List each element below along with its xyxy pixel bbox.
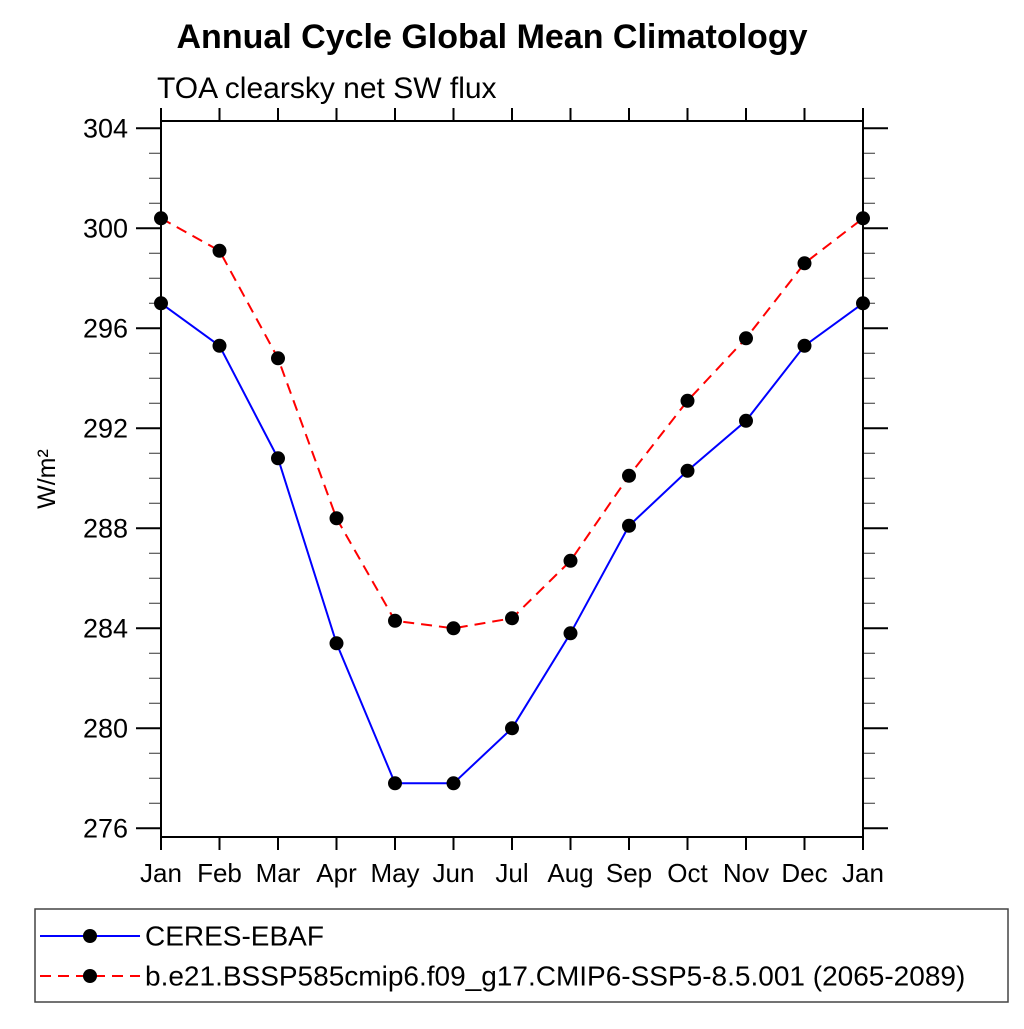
data-point: [212, 338, 227, 353]
data-point: [797, 338, 812, 353]
x-tick-label: Dec: [781, 858, 827, 888]
x-tick-label: May: [370, 858, 419, 888]
plot-frame: [160, 120, 864, 838]
x-axis-ticks: Jan Feb Mar Apr May Jun Jul Aug Sep Oct Nov Dec Jan: [140, 108, 884, 888]
x-tick-label: Aug: [547, 858, 593, 888]
x-tick-label: Jan: [842, 858, 884, 888]
data-point: [622, 518, 636, 533]
series-line-1: [160, 217, 864, 630]
data-point: [446, 621, 461, 636]
data-point: [797, 256, 812, 271]
data-point: [505, 611, 519, 626]
data-point: [680, 393, 695, 408]
y-tick-label: 292: [83, 413, 128, 443]
y-tick-label: 304: [83, 113, 128, 143]
y-axis-label: W/m²: [33, 449, 61, 509]
series-line-0: [160, 302, 864, 785]
data-point: [154, 211, 168, 226]
legend-item: b.e21.BSSP585cmip6.f09_g17.CMIP6-SSP5-8.…: [40, 961, 965, 992]
y-tick-label: 300: [83, 213, 128, 243]
data-point: [446, 776, 461, 791]
x-tick-label: Sep: [606, 858, 652, 888]
y-tick-label: 276: [83, 813, 128, 843]
chart-legend: CERES-EBAF b.e21.BSSP585cmip6.f09_g17.CMI…: [34, 908, 1009, 1003]
y-tick-label: 296: [83, 313, 128, 343]
chart-title: Annual Cycle Global Mean Climatology: [177, 18, 808, 56]
data-point: [563, 626, 578, 641]
x-tick-label: Jun: [433, 858, 475, 888]
data-point: [856, 211, 870, 226]
data-point: [856, 296, 870, 311]
x-tick-label: Apr: [316, 858, 357, 888]
y-tick-label: 284: [83, 613, 128, 643]
data-point: [271, 351, 285, 366]
legend-box: [34, 908, 1009, 1003]
legend-item: CERES-EBAF: [40, 921, 324, 952]
data-point: [622, 468, 636, 483]
y-tick-label: 280: [83, 713, 128, 743]
data-point: [680, 463, 695, 478]
chart-subtitle: TOA clearsky net SW flux: [157, 72, 497, 105]
y-axis-ticks: 276 280 284 288 292 296 300 304: [83, 113, 888, 843]
legend-marker: [83, 929, 97, 943]
data-point: [212, 243, 227, 258]
y-tick-label: 288: [83, 513, 128, 543]
data-point: [388, 776, 402, 791]
legend-label: b.e21.BSSP585cmip6.f09_g17.CMIP6-SSP5-8.…: [145, 961, 965, 992]
data-point: [388, 613, 402, 628]
x-tick-label: Feb: [197, 858, 242, 888]
data-point: [329, 511, 344, 526]
legend-marker: [83, 969, 97, 983]
data-point: [739, 413, 753, 428]
data-point: [271, 451, 285, 466]
data-point: [739, 331, 753, 346]
x-tick-label: Nov: [723, 858, 769, 888]
legend-label: CERES-EBAF: [145, 921, 324, 952]
x-tick-label: Jan: [140, 858, 182, 888]
data-point: [329, 636, 344, 651]
data-point: [154, 296, 168, 311]
data-series: [154, 211, 870, 791]
x-tick-label: Jul: [495, 858, 528, 888]
data-point: [563, 553, 578, 568]
x-tick-label: Mar: [256, 858, 301, 888]
x-tick-label: Oct: [667, 858, 708, 888]
data-point: [505, 721, 519, 736]
